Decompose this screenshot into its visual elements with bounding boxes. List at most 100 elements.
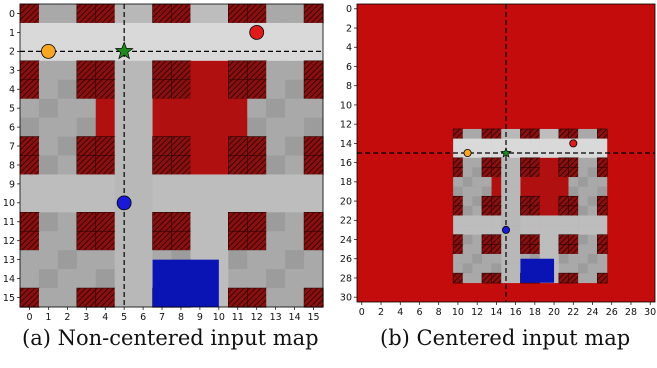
map-cell	[520, 186, 531, 197]
map-cell	[520, 225, 531, 236]
map-cell	[152, 22, 172, 43]
obstacle-cell	[558, 128, 570, 140]
map-cell	[57, 155, 78, 175]
map-cell	[228, 22, 248, 43]
map-cell	[472, 196, 483, 207]
y-tick-label: 0	[9, 9, 15, 20]
obstacle-cell	[568, 205, 579, 217]
map-cell	[549, 205, 560, 216]
obstacle-cell	[246, 60, 267, 81]
obstacle-cell	[452, 128, 464, 140]
map-cell	[285, 98, 305, 118]
map-cell	[597, 186, 608, 197]
obstacle-cell	[452, 244, 464, 255]
blue-agent	[116, 195, 132, 211]
map-cell	[472, 253, 483, 264]
map-cell	[558, 253, 569, 264]
map-cell	[501, 196, 512, 207]
y-tick-label: 0	[346, 4, 352, 15]
x-tick-label: 3	[83, 312, 89, 323]
map-cell	[38, 136, 59, 156]
map-cell	[587, 205, 598, 216]
map-cell	[20, 22, 40, 43]
map-cell	[285, 250, 305, 270]
blue-zone	[152, 259, 219, 307]
map-cell	[20, 98, 40, 118]
map-cell	[578, 205, 589, 216]
obstacle-cell	[452, 272, 464, 284]
map-cell	[57, 212, 78, 232]
obstacle-cell	[171, 3, 192, 24]
obstacle-cell	[303, 287, 324, 308]
map-cell	[152, 41, 172, 62]
map-cell	[190, 231, 210, 251]
map-cell	[549, 177, 560, 187]
obstacle-cell	[228, 230, 248, 251]
map-cell	[597, 215, 608, 226]
map-cell	[597, 177, 608, 187]
map-cell	[549, 196, 560, 207]
map-cell	[76, 193, 97, 213]
map-cell	[462, 234, 473, 245]
obstacle-cell	[568, 128, 579, 140]
map-cell	[190, 193, 210, 213]
x-tick-label: 4	[397, 307, 403, 318]
map-cell	[462, 205, 473, 216]
map-cell	[57, 4, 78, 24]
y-tick-label: 2	[346, 23, 352, 34]
map-cell	[133, 79, 153, 99]
map-cell	[209, 41, 229, 62]
obstacle-cell	[19, 230, 40, 251]
map-cell	[481, 215, 492, 226]
x-tick-label: 22	[567, 307, 579, 318]
map-cell	[510, 157, 521, 168]
map-cell	[558, 263, 569, 274]
x-tick-label: 16	[510, 307, 522, 318]
obstacle-cell	[452, 234, 464, 245]
map-cell	[57, 98, 78, 118]
y-tick-label: 14	[340, 139, 352, 150]
map-cell	[57, 136, 78, 156]
map-cell	[462, 196, 473, 207]
map-cell	[510, 215, 521, 226]
y-tick-label: 22	[340, 216, 352, 227]
map-cell	[510, 263, 521, 274]
y-tick-label: 13	[3, 255, 15, 266]
map-cell	[247, 250, 267, 270]
obstacle-cell	[520, 205, 531, 217]
map-cell	[304, 117, 324, 137]
map-cell	[472, 167, 483, 178]
map-cell	[285, 288, 305, 308]
map-cell	[304, 250, 324, 270]
obstacle-cell	[152, 3, 173, 24]
map-cell	[510, 128, 521, 139]
map-cell	[57, 193, 78, 213]
x-tick-label: 4	[102, 312, 108, 323]
map-cell	[558, 225, 569, 236]
map-cell	[597, 225, 608, 236]
obstacle-cell	[228, 287, 248, 308]
map-cell	[453, 186, 464, 197]
map-cell	[285, 4, 305, 24]
obstacle-cell	[76, 60, 97, 81]
map-cell	[510, 138, 521, 149]
obstacle-cell	[95, 230, 116, 251]
map-cell	[578, 157, 589, 168]
map-cell	[491, 138, 502, 149]
map-cell	[133, 60, 153, 81]
y-tick-label: 3	[9, 66, 15, 77]
map-cell	[587, 225, 598, 236]
map-cell	[285, 174, 305, 194]
obstacle-cell	[597, 157, 608, 169]
obstacle-cell	[19, 136, 40, 157]
map-cell	[491, 253, 502, 264]
map-cell	[247, 269, 267, 289]
map-cell	[549, 244, 560, 255]
map-cell	[304, 41, 324, 62]
obstacle-cell	[303, 155, 324, 176]
obstacle-cell	[558, 157, 570, 169]
map-cell	[304, 193, 324, 213]
map-cell	[472, 244, 483, 255]
obstacle-cell	[303, 79, 324, 100]
map-cell	[510, 186, 521, 197]
